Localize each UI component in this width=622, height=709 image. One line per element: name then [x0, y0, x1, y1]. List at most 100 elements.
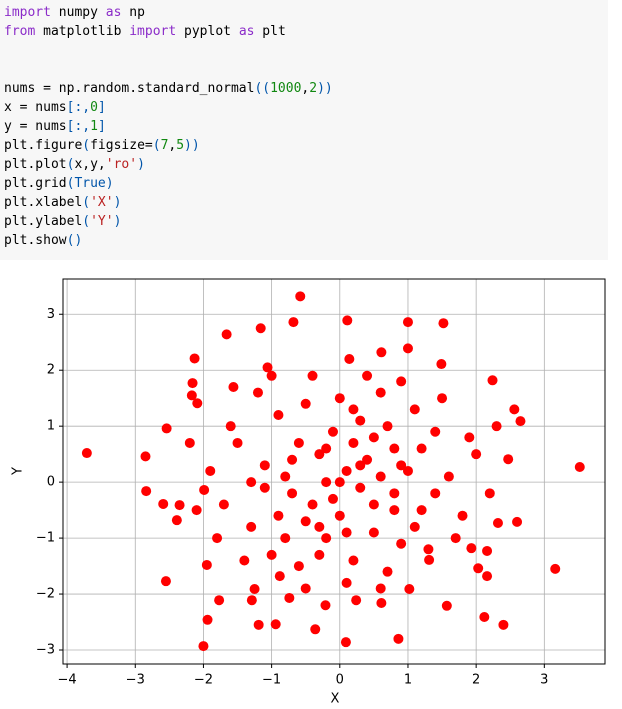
point	[375, 387, 386, 398]
point	[327, 426, 338, 437]
y-tick-label: 1	[47, 419, 55, 434]
point	[437, 393, 448, 404]
code-token: (	[82, 138, 91, 153]
point	[198, 641, 209, 652]
code-token: numpy	[50, 5, 106, 20]
code-token: )	[137, 157, 145, 172]
code-token: pyplot	[176, 24, 239, 39]
code-token: (True)	[66, 176, 114, 191]
point	[368, 432, 379, 443]
point	[376, 598, 387, 609]
point	[396, 376, 407, 387]
point	[342, 315, 353, 326]
point	[409, 404, 420, 415]
x-tick-label: 1	[404, 673, 412, 688]
point	[246, 477, 257, 488]
code-line: y = nums[:,1]	[4, 117, 604, 136]
code-line: plt.ylabel('Y')	[4, 212, 604, 231]
point	[362, 370, 373, 381]
code-token: (	[82, 195, 91, 210]
point	[404, 584, 415, 595]
point	[344, 354, 355, 365]
code-token: ((	[254, 81, 271, 96]
y-tick-label: 0	[47, 475, 55, 490]
code-token: (	[66, 157, 75, 172]
point	[484, 488, 495, 499]
code-token: import	[4, 5, 51, 20]
point	[424, 554, 435, 565]
point	[201, 559, 212, 570]
point	[293, 437, 304, 448]
point	[174, 500, 185, 511]
point	[457, 510, 468, 521]
point	[141, 486, 152, 497]
code-token: ,	[301, 81, 310, 96]
code-token: 0	[90, 100, 98, 115]
point	[300, 516, 311, 527]
point	[320, 600, 331, 611]
point	[368, 527, 379, 538]
code-token: ()	[66, 233, 83, 248]
point	[376, 347, 387, 358]
point	[362, 454, 373, 465]
point	[498, 619, 509, 630]
code-token: ,	[168, 138, 177, 153]
x-tick-label: −3	[126, 673, 145, 688]
point	[218, 499, 229, 510]
point	[252, 387, 263, 398]
point	[355, 482, 366, 493]
code-token: )	[113, 195, 122, 210]
point	[441, 600, 452, 611]
point	[307, 499, 318, 510]
code-token: 'X'	[90, 195, 114, 210]
code-cell[interactable]: import numpy as np from matplotlib import…	[0, 0, 608, 260]
point	[491, 421, 502, 432]
point	[512, 516, 523, 527]
point	[334, 393, 345, 404]
x-tick-label: −4	[58, 673, 77, 688]
point	[314, 449, 325, 460]
point	[438, 318, 449, 329]
code-token: as	[238, 24, 255, 39]
point	[288, 317, 299, 328]
point	[246, 521, 257, 532]
code-token: nums = np.random.standard_normal	[4, 81, 255, 96]
point	[503, 454, 514, 465]
point	[171, 515, 182, 526]
point	[205, 465, 216, 476]
point	[255, 323, 266, 334]
code-token: plt.xlabel	[4, 195, 83, 210]
point	[249, 584, 260, 595]
point	[430, 488, 441, 499]
code-token: y = nums	[4, 119, 67, 134]
code-line: plt.plot(x,y,'ro')	[4, 155, 604, 174]
point	[402, 317, 413, 328]
point	[187, 378, 198, 389]
point	[348, 404, 359, 415]
point	[430, 426, 441, 437]
point	[221, 329, 232, 340]
point	[266, 549, 277, 560]
code-token: plt	[254, 24, 286, 39]
point	[389, 505, 400, 516]
point	[327, 493, 338, 504]
point	[466, 543, 477, 554]
code-token: ]	[97, 100, 106, 115]
point	[450, 533, 461, 544]
point	[402, 465, 413, 476]
point	[334, 510, 345, 521]
point	[192, 398, 203, 409]
point	[81, 448, 92, 459]
plot-frame	[62, 278, 606, 665]
point	[307, 370, 318, 381]
point	[280, 533, 291, 544]
code-token: ))	[184, 138, 200, 153]
code-line: plt.figure(figsize=(7,5))	[4, 136, 604, 155]
point	[280, 471, 291, 482]
y-tick-label: 2	[47, 363, 55, 378]
point	[314, 549, 325, 560]
point	[161, 423, 172, 434]
x-tick-label: 3	[540, 673, 548, 688]
point	[310, 624, 321, 635]
